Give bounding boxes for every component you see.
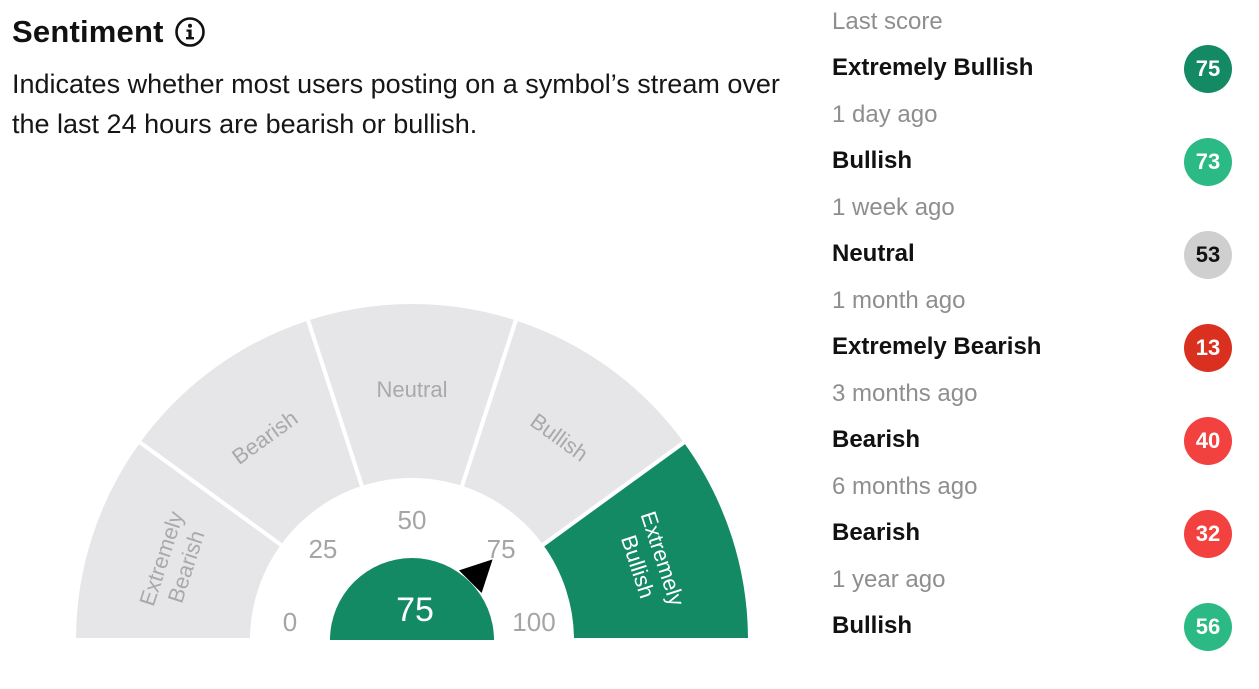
history-score-badge: 56 [1184,603,1232,651]
history-label: Extremely Bearish [832,333,1042,360]
history-item: 6 months ago Bearish 32 [832,465,1242,558]
gauge-segment-label: Neutral [377,377,448,402]
history-time: 1 week ago [832,194,955,221]
history-item: 1 month ago Extremely Bearish 13 [832,279,1242,372]
history-score-badge: 53 [1184,231,1232,279]
gauge-tick-label: 50 [398,505,427,535]
history-score-badge: 13 [1184,324,1232,372]
history-item: 1 year ago Bullish 56 [832,558,1242,651]
gauge-segment-label-line: Neutral [377,377,448,402]
history-label: Bearish [832,519,921,546]
history-item: 1 day ago Bullish 73 [832,93,1242,186]
title-row: Sentiment [12,10,812,54]
gauge-svg: ExtremelyBearishBearishNeutralBullishExt… [0,302,800,689]
history-time: 3 months ago [832,380,978,407]
gauge-tick-label: 75 [487,534,516,564]
history-score-badge: 75 [1184,45,1232,93]
sentiment-description: Indicates whether most users posting on … [12,69,780,139]
history-time: 1 day ago [832,101,938,128]
history-time: 6 months ago [832,473,978,500]
history-time: 1 year ago [832,566,946,593]
gauge-baseline-cover [0,640,800,689]
history-score-badge: 73 [1184,138,1232,186]
history-item: Last score Extremely Bullish 75 [832,0,1242,93]
history-item: 3 months ago Bearish 40 [832,372,1242,465]
sentiment-history: Last score Extremely Bullish 75 1 day ago Bu… [832,0,1242,651]
history-label: Neutral [832,240,915,267]
sentiment-header: Sentiment Indicates whether most users p… [12,10,812,144]
history-label: Extremely Bullish [832,54,1034,81]
gauge-tick-label: 0 [283,607,297,637]
history-score-badge: 32 [1184,510,1232,558]
gauge-tick-label: 25 [308,534,337,564]
history-item: 1 week ago Neutral 53 [832,186,1242,279]
history-score-badge: 40 [1184,417,1232,465]
history-label: Bullish [832,147,913,174]
gauge-pointer-icon [458,559,493,594]
gauge-score-value: 75 [396,591,434,629]
history-time: Last score [832,8,943,35]
history-label: Bullish [832,612,913,639]
page-title: Sentiment [12,14,164,49]
info-icon[interactable] [174,16,206,48]
history-time: 1 month ago [832,287,966,314]
gauge-tick-label: 100 [512,607,555,637]
sentiment-gauge: ExtremelyBearish Bearish Neutral Bullish Ext… [0,302,800,689]
history-label: Bearish [832,426,921,453]
gauge-segment [538,438,753,642]
